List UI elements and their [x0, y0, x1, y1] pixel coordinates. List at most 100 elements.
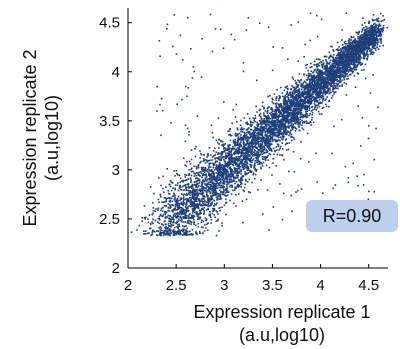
data-point	[188, 219, 190, 222]
data-point	[238, 132, 241, 135]
data-point	[329, 55, 331, 58]
data-point	[234, 182, 236, 185]
data-point	[164, 216, 167, 218]
data-point	[246, 131, 249, 134]
data-point	[260, 161, 262, 164]
data-point	[240, 127, 243, 129]
data-point	[172, 234, 175, 236]
data-point	[167, 228, 169, 230]
data-point	[275, 131, 278, 134]
data-point	[286, 116, 288, 119]
data-point	[239, 170, 241, 173]
data-point	[236, 170, 239, 172]
data-point	[177, 214, 179, 217]
data-point	[282, 133, 285, 136]
data-point	[213, 189, 215, 192]
data-point	[295, 85, 298, 88]
data-point	[349, 39, 352, 41]
data-point	[343, 77, 345, 79]
data-point	[241, 128, 244, 131]
data-point	[249, 124, 252, 127]
data-point	[188, 187, 190, 189]
data-point	[307, 69, 309, 72]
data-point	[286, 115, 288, 118]
data-point	[195, 200, 197, 202]
data-point	[301, 113, 304, 116]
data-point	[369, 25, 372, 27]
data-point	[284, 133, 287, 135]
data-point	[321, 66, 324, 69]
data-point	[305, 97, 308, 100]
data-point	[340, 67, 343, 69]
data-point	[300, 82, 303, 85]
data-point	[326, 80, 328, 83]
data-point	[328, 93, 331, 95]
data-point	[218, 152, 221, 155]
data-point	[221, 164, 224, 166]
data-point	[263, 125, 265, 128]
data-point	[208, 175, 211, 178]
data-point	[205, 177, 207, 180]
data-point	[236, 142, 239, 145]
data-point	[266, 107, 269, 110]
data-point	[230, 134, 233, 137]
data-point	[324, 66, 326, 69]
data-point	[156, 234, 158, 236]
data-point	[263, 136, 265, 139]
data-point	[164, 201, 166, 203]
data-point	[361, 41, 364, 44]
data-point	[243, 146, 246, 148]
data-point	[283, 96, 285, 98]
data-point	[333, 87, 336, 90]
data-point	[273, 113, 275, 115]
data-point	[339, 64, 342, 67]
data-point	[208, 177, 211, 180]
data-point	[261, 143, 264, 145]
data-point	[192, 215, 195, 218]
data-point	[297, 86, 299, 88]
data-point	[325, 105, 328, 108]
data-point	[284, 110, 287, 113]
data-point	[238, 157, 241, 159]
data-point	[164, 197, 167, 199]
data-point	[249, 169, 251, 172]
data-point	[266, 139, 268, 141]
data-point	[290, 112, 293, 114]
data-point	[317, 63, 320, 65]
data-point	[307, 74, 310, 77]
data-point	[220, 198, 222, 200]
data-point	[187, 185, 190, 188]
data-point	[352, 70, 354, 73]
data-point	[265, 144, 268, 147]
data-point	[292, 109, 295, 112]
data-point	[372, 47, 375, 49]
data-point	[216, 196, 219, 198]
data-point	[241, 177, 243, 179]
data-point	[310, 106, 313, 108]
data-point	[212, 166, 215, 169]
data-point	[311, 109, 314, 111]
data-point	[190, 221, 192, 224]
data-point	[299, 108, 301, 111]
data-point	[144, 230, 147, 232]
data-point	[182, 199, 185, 201]
data-point	[247, 137, 250, 139]
data-point	[335, 56, 337, 59]
data-point	[374, 49, 377, 51]
data-point	[197, 189, 199, 191]
data-point	[333, 54, 335, 56]
data-point	[152, 212, 154, 215]
data-point	[223, 189, 225, 192]
data-point	[182, 221, 185, 223]
data-point	[299, 110, 302, 113]
data-point	[225, 171, 228, 174]
data-point	[276, 153, 279, 156]
data-point	[176, 184, 179, 187]
data-point	[230, 149, 233, 151]
data-point	[349, 67, 352, 69]
data-point	[214, 180, 217, 182]
data-point	[238, 138, 241, 141]
data-point	[214, 177, 217, 179]
data-point	[255, 169, 258, 171]
data-point	[371, 48, 373, 51]
